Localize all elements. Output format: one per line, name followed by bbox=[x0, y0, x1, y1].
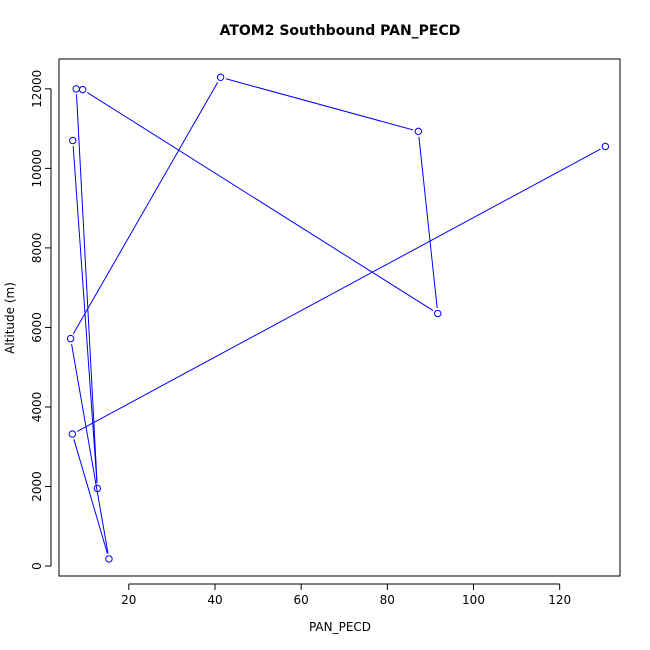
x-tick-label: 40 bbox=[207, 593, 222, 607]
data-point bbox=[216, 73, 225, 81]
x-tick-label: 100 bbox=[462, 593, 485, 607]
series-segment bbox=[72, 81, 219, 335]
data-point bbox=[78, 85, 87, 94]
x-tick-label: 120 bbox=[548, 593, 571, 607]
series-segment bbox=[225, 78, 414, 131]
data-point bbox=[69, 136, 77, 145]
x-tick-label: 20 bbox=[121, 593, 136, 607]
y-tick-label: 4000 bbox=[30, 392, 44, 423]
x-tick-label: 80 bbox=[380, 593, 395, 607]
y-axis-label: Altitude (m) bbox=[3, 282, 17, 354]
y-axis: 0 2000 4000 6000 8000 10000 12000 bbox=[30, 70, 52, 570]
series-segment bbox=[76, 148, 601, 432]
x-axis: 20 40 60 80 100 120 bbox=[121, 583, 571, 607]
series-segment bbox=[71, 343, 109, 554]
x-axis-label: PAN_PECD bbox=[309, 620, 371, 634]
series-segment bbox=[76, 94, 98, 484]
y-tick-label: 12000 bbox=[30, 70, 44, 108]
series-segment bbox=[73, 439, 108, 554]
data-point bbox=[434, 309, 442, 318]
plot-box bbox=[58, 58, 621, 577]
x-tick-label: 60 bbox=[294, 593, 309, 607]
series-segment bbox=[87, 92, 434, 312]
series-segment bbox=[418, 136, 438, 309]
data-point bbox=[68, 430, 77, 438]
y-tick-label: 8000 bbox=[30, 233, 44, 264]
y-tick-label: 10000 bbox=[30, 149, 44, 187]
series-layer bbox=[66, 73, 610, 563]
y-tick-label: 6000 bbox=[30, 312, 44, 343]
y-tick-label: 0 bbox=[30, 562, 44, 570]
chart-title: ATOM2 Southbound PAN_PECD bbox=[220, 23, 461, 39]
series-segment bbox=[72, 145, 98, 484]
data-point bbox=[66, 334, 75, 343]
data-point bbox=[601, 142, 610, 151]
data-point bbox=[93, 484, 102, 493]
y-tick-label: 2000 bbox=[30, 471, 44, 502]
data-point bbox=[414, 127, 423, 136]
data-point bbox=[105, 555, 113, 563]
